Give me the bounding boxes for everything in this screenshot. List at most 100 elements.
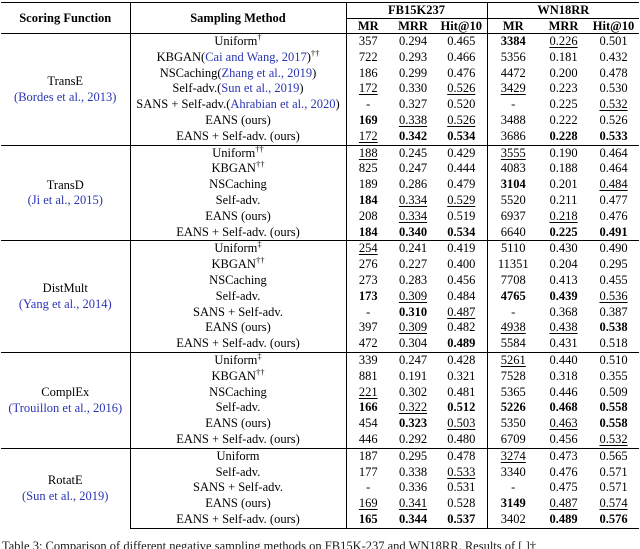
scoring-function-citation-link[interactable]: (Sun et al., 2019): [22, 488, 109, 503]
sampling-method-cell: SANS + Self-adv.: [129, 480, 346, 497]
table-row: Self-adv.(Sun et al., 2019) 172 0.330 0.526…: [1, 81, 639, 98]
sampling-method-cell: EANS (ours): [129, 320, 346, 337]
col-header-scoring-function: Scoring Function: [1, 2, 130, 34]
method-citation-link[interactable]: Ahrabian et al., 2020: [230, 97, 336, 112]
metric-value: 0.574: [599, 496, 628, 511]
metric-value: 0.528: [447, 496, 476, 511]
metric-value: 0.247: [398, 161, 428, 176]
metric-value: 0.302: [398, 384, 428, 399]
metric-value: 208: [345, 208, 390, 225]
table-row: EANS + Self-adv. (ours) 472 0.304 0.489 5584…: [1, 336, 639, 353]
metric-value: 446: [345, 431, 390, 449]
table-header: Scoring Function Sampling Method FB15K23…: [1, 2, 640, 34]
metric-value: 0.536: [599, 288, 628, 303]
metric-value: 0.489: [539, 511, 589, 529]
sampling-method-cell: NSCaching(Zhang et al., 2019): [129, 65, 346, 82]
sampling-method-label: Uniform: [212, 145, 256, 160]
method-footnote-marker: ‡: [257, 352, 262, 361]
metric-value: 177: [345, 464, 390, 481]
metric-value: 0.222: [549, 112, 578, 127]
table-body: TransE (Bordes et al., 2013) Uniform† 357 0.…: [1, 32, 640, 529]
metric-value: 0.218: [549, 208, 578, 223]
metric-value: 0.512: [447, 400, 476, 415]
method-citation-link[interactable]: Sun et al., 2019: [221, 81, 300, 96]
metric-value: 0.368: [549, 304, 578, 319]
table-row: NSCaching(Zhang et al., 2019) 186 0.299 0.4…: [1, 65, 639, 82]
metric-value: 0.503: [447, 416, 476, 431]
metric-value: 188: [345, 144, 390, 162]
metric-value: 0.323: [398, 416, 428, 431]
table-row: EANS + Self-adv. (ours) 184 0.340 0.534 6640…: [1, 224, 639, 241]
metric-value: 0.188: [549, 161, 578, 176]
metric-value: 7708: [486, 272, 540, 289]
metric-value: 0.334: [398, 192, 428, 207]
scoring-function-cell: DistMult (Yang et al., 2014): [1, 240, 130, 353]
metric-value: 5365: [486, 384, 540, 401]
metric-value: 0.295: [390, 447, 436, 465]
sampling-method-label: EANS (ours): [205, 416, 271, 431]
method-footnote-marker: ††: [255, 161, 265, 170]
metric-value: 0.299: [398, 65, 428, 80]
metric-value: 0.228: [549, 128, 578, 143]
metric-value: 0.438: [549, 320, 578, 335]
metric-value: 0.526: [447, 81, 476, 96]
method-citation-link[interactable]: Zhang et al., 2019: [221, 65, 313, 80]
sampling-method-label: Uniform: [214, 241, 258, 256]
metric-value: 0.473: [539, 447, 589, 465]
metric-value: 0.200: [549, 65, 578, 80]
metric-value: 0.558: [599, 400, 628, 415]
sampling-method-label: SANS + Self-adv.: [193, 480, 283, 495]
metric-value: 0.489: [447, 336, 476, 351]
metric-value: 0.464: [588, 144, 640, 162]
table-row: EANS (ours) 397 0.309 0.482 4938 0.438 0.538: [1, 320, 639, 337]
metric-value: 184: [345, 224, 390, 241]
metric-value: 0.334: [398, 208, 428, 223]
metric-value: 881: [345, 368, 390, 385]
scoring-function-citation-link[interactable]: (Ji et al., 2015): [27, 193, 103, 208]
metric-value: 0.292: [398, 431, 428, 446]
metric-value: 5261: [486, 351, 540, 369]
sampling-method-cell: EANS + Self-adv. (ours): [129, 128, 346, 146]
metric-value: 3488: [486, 112, 540, 129]
metric-value: 5226: [486, 400, 540, 417]
scoring-function-citation-link[interactable]: (Trouillon et al., 2016): [8, 400, 123, 415]
metric-value: 0.576: [588, 511, 640, 529]
metric-value: -: [486, 480, 540, 497]
metric-value: 4938: [486, 320, 540, 337]
table-row: Self-adv. 173 0.309 0.484 4765 0.439 0.536: [1, 288, 639, 305]
table-row: KBGAN†† 825 0.247 0.444 4083 0.188 0.464: [1, 161, 639, 178]
metric-value: 3384: [486, 32, 540, 50]
sampling-method-cell: Self-adv.: [129, 400, 346, 417]
sampling-method-cell: Uniform†: [129, 32, 346, 50]
method-footnote-marker: ††: [310, 49, 320, 58]
sampling-method-label: KBGAN: [211, 257, 256, 272]
metric-value: 722: [345, 49, 390, 66]
metric-value: 0.419: [436, 240, 488, 258]
metric-value: 187: [345, 447, 390, 465]
metric-value: 825: [345, 161, 390, 178]
metric-value: 0.330: [398, 81, 428, 96]
metric-value: 0.532: [599, 97, 628, 112]
metric-value: 0.501: [588, 32, 640, 50]
metric-value: 3402: [486, 511, 540, 529]
metric-value: 0.532: [599, 431, 628, 446]
scoring-function-citation-link[interactable]: (Yang et al., 2014): [18, 297, 112, 312]
metric-value: 0.484: [599, 177, 628, 192]
sampling-method-label: Uniform: [214, 34, 258, 48]
sampling-method-cell: EANS (ours): [129, 416, 346, 432]
scoring-function-citation-link[interactable]: (Bordes et al., 2013): [14, 89, 117, 104]
metric-value: 0.518: [599, 336, 628, 351]
sampling-method-label: Uniform: [214, 352, 258, 367]
sampling-method-label: EANS (ours): [205, 320, 271, 335]
scoring-function-cell: TransD (Ji et al., 2015): [1, 144, 130, 241]
method-citation-link[interactable]: Cai and Wang, 2017: [205, 49, 307, 64]
metric-value: 0.478: [599, 65, 628, 80]
metric-value: 173: [345, 288, 390, 305]
sampling-method-cell: KBGAN††: [129, 257, 346, 273]
metric-value: -: [345, 97, 390, 113]
sampling-method-label: EANS + Self-adv. (ours): [176, 128, 300, 143]
sampling-method-label: EANS (ours): [205, 208, 271, 223]
sampling-method-cell: SANS + Self-adv.: [129, 304, 346, 321]
table-row: Self-adv. 166 0.322 0.512 5226 0.468 0.558: [1, 400, 639, 417]
col-header-sampling-method: Sampling Method: [129, 2, 346, 34]
